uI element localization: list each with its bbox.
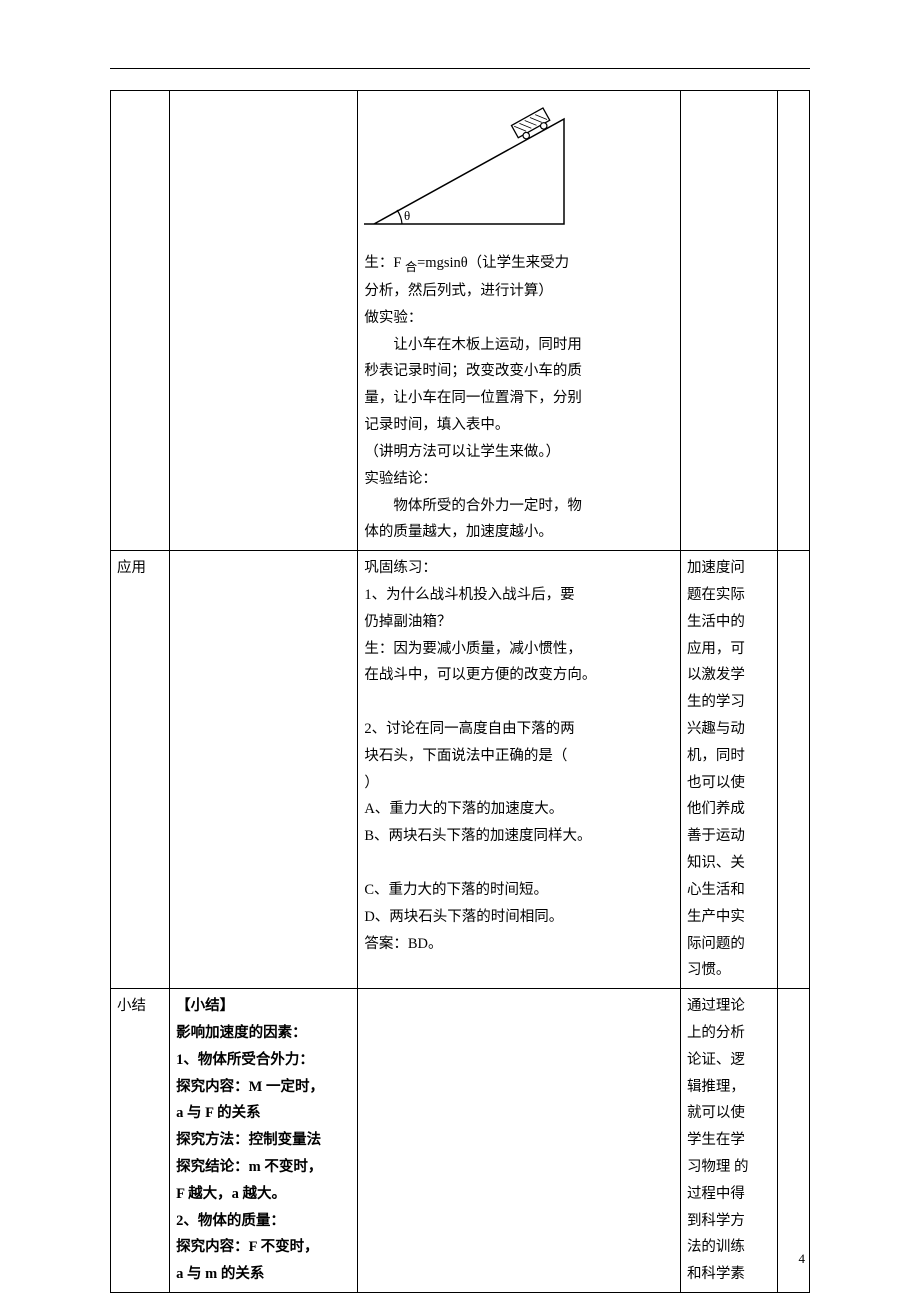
text-line: 块石头，下面说法中正确的是（ xyxy=(364,743,674,770)
text-line: 习物理 的 xyxy=(687,1154,771,1181)
text-line: 做实验： xyxy=(364,305,674,332)
text-line: 习惯。 xyxy=(687,957,771,984)
cell-intent: 加速度问 题在实际 生活中的 应用，可 以激发学 生的学习 兴趣与动 机，同时 … xyxy=(680,551,777,989)
text-line: 心生活和 xyxy=(687,877,771,904)
text-line: 善于运动 xyxy=(687,823,771,850)
text-line: 通过理论 xyxy=(687,993,771,1020)
text-line: 体的质量越大，加速度越小。 xyxy=(364,519,674,546)
text-line: 在战斗中，可以更方便的改变方向。 xyxy=(364,662,674,689)
text-line: 探究内容：M 一定时， xyxy=(176,1074,351,1101)
cell-outline xyxy=(170,91,358,551)
text-line: 探究结论：m 不变时， xyxy=(176,1154,351,1181)
cell-stage: 小结 xyxy=(111,989,170,1293)
text-line: 1、物体所受合外力： xyxy=(176,1047,351,1074)
text-line: 2、物体的质量： xyxy=(176,1208,351,1235)
lesson-table: θ 生：F 合=mgsinθ（让学生来受力 分析，然后列式，进行计算） 做实验：… xyxy=(110,90,810,1293)
cell-stage xyxy=(111,91,170,551)
text-line: 探究内容：F 不变时， xyxy=(176,1234,351,1261)
text-line: A、重力大的下落的加速度大。 xyxy=(364,796,674,823)
text-line: 探究方法：控制变量法 xyxy=(176,1127,351,1154)
text-line: 和科学素 xyxy=(687,1261,771,1288)
table-row: θ 生：F 合=mgsinθ（让学生来受力 分析，然后列式，进行计算） 做实验：… xyxy=(111,91,810,551)
text-line: 际问题的 xyxy=(687,931,771,958)
text-line: 知识、关 xyxy=(687,850,771,877)
text-line: 影响加速度的因素： xyxy=(176,1020,351,1047)
text-line: 2、讨论在同一高度自由下落的两 xyxy=(364,716,674,743)
text-line: 秒表记录时间；改变改变小车的质 xyxy=(364,358,674,385)
text-line: 【小结】 xyxy=(176,993,351,1020)
text-line: 生：因为要减小质量，减小惯性， xyxy=(364,636,674,663)
text-line xyxy=(364,850,674,877)
text-line: 以激发学 xyxy=(687,662,771,689)
text-line: 生：F 合=mgsinθ（让学生来受力 xyxy=(364,250,674,278)
text-line: 1、为什么战斗机投入战斗后，要 xyxy=(364,582,674,609)
text-line: 巩固练习： xyxy=(364,555,674,582)
cell-activity: 巩固练习： 1、为什么战斗机投入战斗后，要 仍掉副油箱？ 生：因为要减小质量，减… xyxy=(358,551,681,989)
text-line: a 与 m 的关系 xyxy=(176,1261,351,1288)
table-row: 小结 【小结】 影响加速度的因素： 1、物体所受合外力： 探究内容：M 一定时，… xyxy=(111,989,810,1293)
cell-intent: 通过理论 上的分析 论证、逻 辑推理， 就可以使 学生在学 习物理 的 过程中得… xyxy=(680,989,777,1293)
text-line: 到科学方 xyxy=(687,1208,771,1235)
text-line: 分析，然后列式，进行计算） xyxy=(364,278,674,305)
text-line: ） xyxy=(364,770,674,797)
table-row: 应用 巩固练习： 1、为什么战斗机投入战斗后，要 仍掉副油箱？ 生：因为要减小质… xyxy=(111,551,810,989)
cell-extra xyxy=(777,989,809,1293)
text-line: 仍掉副油箱？ xyxy=(364,609,674,636)
text-line: 生活中的 xyxy=(687,609,771,636)
cell-stage: 应用 xyxy=(111,551,170,989)
text-line xyxy=(364,689,674,716)
text-line: 机，同时 xyxy=(687,743,771,770)
text-line: （讲明方法可以让学生来做。） xyxy=(364,439,674,466)
text-line: 让小车在木板上运动，同时用 xyxy=(364,332,674,359)
cell-outline: 【小结】 影响加速度的因素： 1、物体所受合外力： 探究内容：M 一定时， a … xyxy=(170,989,358,1293)
header-rule xyxy=(110,68,810,69)
text-line: 过程中得 xyxy=(687,1181,771,1208)
text-line: 量，让小车在同一位置滑下，分别 xyxy=(364,385,674,412)
angle-label: θ xyxy=(404,208,410,223)
text-line: 也可以使 xyxy=(687,770,771,797)
text-line: 辑推理， xyxy=(687,1074,771,1101)
text-line: 上的分析 xyxy=(687,1020,771,1047)
text-line: 生产中实 xyxy=(687,904,771,931)
page-number: 4 xyxy=(799,1251,806,1267)
text-line: 实验结论： xyxy=(364,466,674,493)
cell-outline xyxy=(170,551,358,989)
incline-diagram: θ xyxy=(364,99,574,234)
text-line: 学生在学 xyxy=(687,1127,771,1154)
cell-activity: θ 生：F 合=mgsinθ（让学生来受力 分析，然后列式，进行计算） 做实验：… xyxy=(358,91,681,551)
text-line: 生的学习 xyxy=(687,689,771,716)
text-line: 法的训练 xyxy=(687,1234,771,1261)
cell-activity xyxy=(358,989,681,1293)
text-line: 题在实际 xyxy=(687,582,771,609)
text-line: 答案：BD。 xyxy=(364,931,674,958)
text-line: 物体所受的合外力一定时，物 xyxy=(364,493,674,520)
text-line: 应用，可 xyxy=(687,636,771,663)
text-line: 兴趣与动 xyxy=(687,716,771,743)
text-line: 他们养成 xyxy=(687,796,771,823)
text-line: 就可以使 xyxy=(687,1100,771,1127)
document-page: θ 生：F 合=mgsinθ（让学生来受力 分析，然后列式，进行计算） 做实验：… xyxy=(0,0,920,1302)
text-line: C、重力大的下落的时间短。 xyxy=(364,877,674,904)
text-line: 论证、逻 xyxy=(687,1047,771,1074)
cell-intent xyxy=(680,91,777,551)
text-line: 记录时间，填入表中。 xyxy=(364,412,674,439)
cell-extra xyxy=(777,91,809,551)
text-line: B、两块石头下落的加速度同样大。 xyxy=(364,823,674,850)
cell-extra xyxy=(777,551,809,989)
text-line: F 越大，a 越大。 xyxy=(176,1181,351,1208)
text-line: D、两块石头下落的时间相同。 xyxy=(364,904,674,931)
text-line: a 与 F 的关系 xyxy=(176,1100,351,1127)
text-line: 加速度问 xyxy=(687,555,771,582)
